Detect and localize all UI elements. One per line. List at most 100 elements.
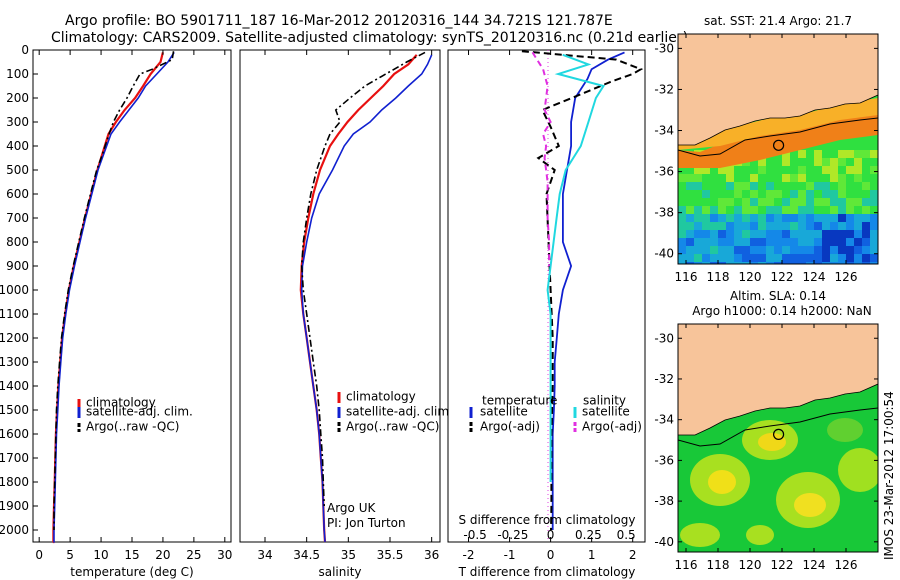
sst-cell <box>750 238 758 246</box>
sst-cell <box>686 198 694 206</box>
sst-cell <box>790 246 798 254</box>
sst-cell <box>782 182 790 190</box>
sst-cell <box>790 182 798 190</box>
sst-cell <box>798 214 806 222</box>
sst-cell <box>710 198 718 206</box>
sst-cell <box>862 190 870 198</box>
sst-cell <box>806 166 814 174</box>
sst-cell <box>790 254 798 262</box>
sst-cell <box>686 190 694 198</box>
sst-cell <box>782 206 790 214</box>
sst-cell <box>742 198 750 206</box>
depth-tick-label: 1400 <box>0 379 29 393</box>
sst-cell <box>806 214 814 222</box>
sst-cell <box>726 238 734 246</box>
sst-cell <box>718 166 726 174</box>
sst-cell <box>758 222 766 230</box>
sst-cell <box>766 230 774 238</box>
lat-tick-label: -40 <box>654 535 674 549</box>
lon-tick-label: 116 <box>675 270 698 284</box>
x2-tick-label: 0.5 <box>617 528 636 542</box>
s-diff-label: S difference from climatology <box>459 513 636 527</box>
sst-cell <box>838 246 846 254</box>
sst-cell <box>870 238 878 246</box>
sst-cell <box>774 230 782 238</box>
sst-cell <box>726 214 734 222</box>
temperature-legend: climatology satellite-adj. clim. Argo(..… <box>77 396 193 434</box>
sst-cell <box>718 222 726 230</box>
sst-cell <box>790 166 798 174</box>
sst-cell <box>854 230 862 238</box>
sst-cell <box>830 230 838 238</box>
sst-cell <box>766 262 774 264</box>
sst-cell <box>806 206 814 214</box>
sst-cell <box>822 182 830 190</box>
sst-cell <box>870 198 878 206</box>
sst-cell <box>830 158 838 166</box>
difference-panel: -2 -1 0 1 2 -0.5 -0.25 0 0.25 0.5 S difference f… <box>447 49 646 579</box>
sst-cell <box>686 238 694 246</box>
sst-cell <box>854 254 862 262</box>
x-tick-label: 20 <box>155 548 170 562</box>
legend-temperature-head: temperature <box>482 394 557 408</box>
sst-cell <box>798 262 806 264</box>
sst-cell <box>742 174 750 182</box>
sst-cell <box>678 206 686 214</box>
land-bottom <box>678 324 878 435</box>
sst-cell <box>830 206 838 214</box>
sst-cell <box>814 158 822 166</box>
sst-cell <box>870 254 878 262</box>
sst-cell <box>758 254 766 262</box>
sst-cell <box>758 174 766 182</box>
sst-cell <box>798 254 806 262</box>
series-satellite-adj-clim- <box>53 51 175 543</box>
x-tick-label: -2 <box>463 548 475 562</box>
sst-cell <box>726 190 734 198</box>
coastline-bottom <box>678 383 878 436</box>
lat-tick-label: -38 <box>654 206 674 220</box>
sst-cell <box>758 206 766 214</box>
sst-cell <box>734 198 742 206</box>
imos-timestamp: IMOS 23-Mar-2012 17:00:54 <box>882 391 896 560</box>
series-salinity-argo-adj- <box>531 51 552 266</box>
sst-cell <box>814 206 822 214</box>
sst-cell <box>766 158 774 166</box>
sst-cell <box>774 222 782 230</box>
sst-cell <box>806 182 814 190</box>
sst-cell <box>790 214 798 222</box>
sst-cell <box>838 190 846 198</box>
sla-map-lon-ticks: 116 118 120 122 124 126 <box>675 324 857 572</box>
sst-map-lat-ticks: -30 -32 -34 -36 -38 -40 <box>654 41 878 261</box>
sst-cell <box>870 166 878 174</box>
lat-tick-label: -36 <box>654 165 674 179</box>
sst-cell <box>862 150 870 158</box>
sst-cell <box>734 174 742 182</box>
sst-cell <box>830 182 838 190</box>
sst-cell <box>806 158 814 166</box>
sst-cell <box>846 254 854 262</box>
sst-cell <box>750 246 758 254</box>
sst-cell <box>694 206 702 214</box>
sst-cell <box>726 246 734 254</box>
sst-cell <box>822 214 830 222</box>
sst-map-title: sat. SST: 21.4 Argo: 21.7 <box>704 14 852 28</box>
sst-cell <box>710 254 718 262</box>
x-tick-label: 35.5 <box>377 548 404 562</box>
sst-cell <box>726 206 734 214</box>
temperature-x-ticks: 0 5 10 15 20 25 30 <box>35 50 232 562</box>
sst-cell <box>822 206 830 214</box>
lat-tick-label: -30 <box>654 41 674 55</box>
sst-cell <box>734 166 742 174</box>
sst-cell <box>790 174 798 182</box>
sst-cell <box>678 222 686 230</box>
sst-cell <box>726 198 734 206</box>
sst-cell <box>726 182 734 190</box>
sst-cell <box>846 206 854 214</box>
sst-cell <box>750 182 758 190</box>
sst-cell <box>774 158 782 166</box>
sst-cell <box>702 246 710 254</box>
sst-cell <box>726 262 734 264</box>
sst-cell <box>718 262 726 264</box>
sst-cell <box>790 198 798 206</box>
sst-cell <box>766 238 774 246</box>
